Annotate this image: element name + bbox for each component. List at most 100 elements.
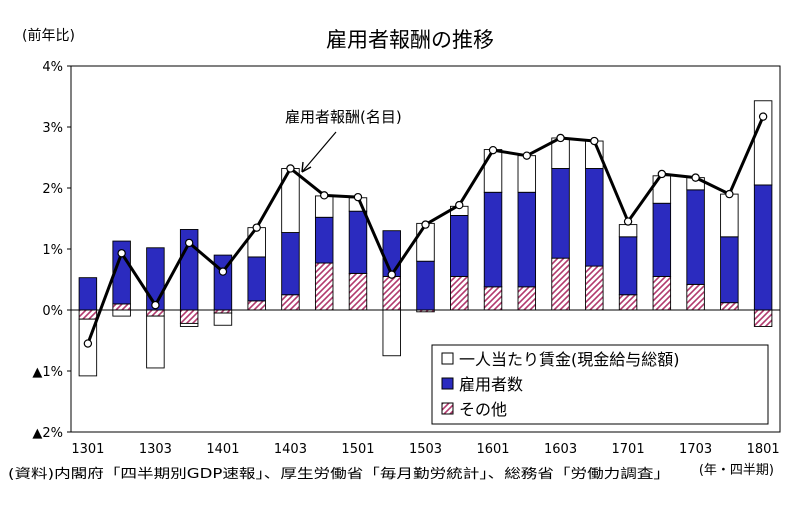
bar-segment-other — [382, 276, 401, 311]
bar-segment-other — [348, 272, 368, 311]
bar-segment-wage — [146, 315, 165, 369]
bar-segment-employees — [720, 236, 739, 304]
x-tick-label: 1703 — [679, 442, 712, 457]
x-axis-label: (年・四半期) — [699, 463, 774, 478]
annotation-label: 雇用者報酬(名目) — [285, 108, 402, 126]
y-tick-label: 4% — [42, 60, 63, 75]
legend-box — [431, 344, 769, 425]
bar-segment-wage — [753, 100, 773, 186]
chart-title: 雇用者報酬の推移 — [326, 28, 494, 52]
bar-segment-wage — [112, 309, 131, 317]
bar-segment-other — [720, 302, 739, 311]
annotation-arrow-line — [301, 131, 337, 173]
x-tick-label: 1403 — [274, 442, 307, 457]
total-point — [556, 133, 565, 143]
total-point — [252, 223, 261, 232]
bar-segment-wage — [247, 227, 266, 258]
bar-segment-employees — [483, 191, 503, 288]
bar-segment-employees — [314, 216, 334, 264]
bar-segment-employees — [450, 214, 469, 277]
bar-segment-employees — [686, 189, 705, 285]
bar-segment-other — [483, 286, 503, 311]
total-point — [488, 145, 498, 155]
total-point — [117, 249, 126, 258]
bar-segment-other — [450, 276, 469, 311]
bar-segment-wage — [416, 222, 435, 262]
legend-label-wage: 一人当たり賃金(現金給与総額) — [459, 350, 680, 369]
bar-segment-wage — [517, 155, 537, 193]
x-tick-label: 1603 — [544, 442, 577, 457]
bar-segment-other — [146, 309, 165, 317]
x-tick-label: 1503 — [409, 442, 442, 457]
total-point — [320, 191, 329, 200]
bar-segment-employees — [281, 232, 300, 296]
y-axis-ticks: 4% 3% 2% 1% 0% ▲1% ▲2% — [32, 60, 71, 441]
total-point — [691, 173, 700, 182]
bar-segment-other — [314, 262, 334, 311]
total-point — [218, 267, 228, 276]
bar-segment-other — [179, 309, 199, 324]
bar-segment-employees — [78, 277, 98, 311]
bar-segment-employees — [247, 256, 266, 302]
bar-segment-wage — [483, 149, 503, 193]
y-tick-label: 0% — [42, 304, 63, 319]
bar-segment-wage — [720, 193, 739, 238]
bar-segment-other — [247, 300, 266, 311]
bar-segment-wage — [382, 309, 401, 357]
bar-segment-other — [753, 309, 773, 327]
bar-segment-employees — [618, 236, 638, 296]
total-point — [286, 164, 295, 173]
total-point — [184, 238, 194, 248]
total-point — [590, 136, 599, 146]
total-point — [353, 192, 363, 202]
bar-segment-employees — [551, 168, 570, 259]
total-line-series — [83, 112, 768, 348]
bar-segment-other — [112, 303, 131, 311]
x-tick-label: 1801 — [747, 442, 780, 457]
bar-segment-wage — [213, 312, 233, 326]
bar-segment-employees — [652, 202, 672, 277]
bar-segment-other — [652, 276, 672, 311]
annotation-arrow-head — [301, 161, 312, 173]
x-tick-label: 1301 — [71, 442, 104, 457]
legend-swatch-other — [441, 402, 454, 415]
total-point — [387, 270, 396, 279]
total-point — [758, 112, 768, 121]
bar-segment-other — [78, 309, 98, 320]
total-point — [151, 300, 160, 310]
total-point — [623, 217, 633, 226]
legend-swatch-wage — [441, 352, 454, 365]
legend-swatch-employees — [441, 377, 454, 390]
legend: 一人当たり賃金(現金給与総額) 雇用者数 その他 — [431, 344, 769, 425]
bar-segment-employees — [753, 184, 773, 311]
bar-segment-wage — [618, 224, 638, 238]
x-tick-label: 1701 — [612, 442, 645, 457]
bars — [78, 100, 773, 377]
y-tick-label: 2% — [42, 182, 63, 197]
total-point — [725, 189, 734, 199]
source-note: (資料)内閣府「四半期別GDP速報」、厚生労働省「毎月勤労統計」、総務省「労働力… — [8, 466, 670, 482]
y-axis-label: (前年比) — [22, 27, 75, 44]
annotation: 雇用者報酬(名目) — [285, 108, 402, 173]
total-point — [455, 200, 464, 210]
bar-segment-wage — [179, 322, 199, 327]
legend-label-employees: 雇用者数 — [459, 375, 523, 394]
bar-segment-employees — [348, 210, 368, 274]
bar-segment-employees — [146, 247, 165, 311]
bar-segment-other — [517, 286, 537, 311]
total-point — [657, 169, 667, 179]
y-tick-label: ▲2% — [32, 426, 63, 441]
y-tick-label: ▲1% — [32, 365, 63, 380]
bar-segment-wage — [652, 175, 672, 204]
bar-segment-other — [686, 283, 705, 311]
total-point — [83, 339, 93, 348]
bar-segment-employees — [416, 260, 435, 311]
bar-segment-other — [551, 257, 570, 311]
x-axis-ticks: 1301 1303 1401 1403 1501 1503 1601 1603 1701 1703… — [71, 442, 779, 457]
x-tick-label: 1401 — [206, 442, 239, 457]
bar-segment-other — [618, 294, 638, 311]
x-tick-label: 1501 — [341, 442, 374, 457]
bar-segment-employees — [382, 230, 401, 277]
x-tick-label: 1303 — [139, 442, 172, 457]
